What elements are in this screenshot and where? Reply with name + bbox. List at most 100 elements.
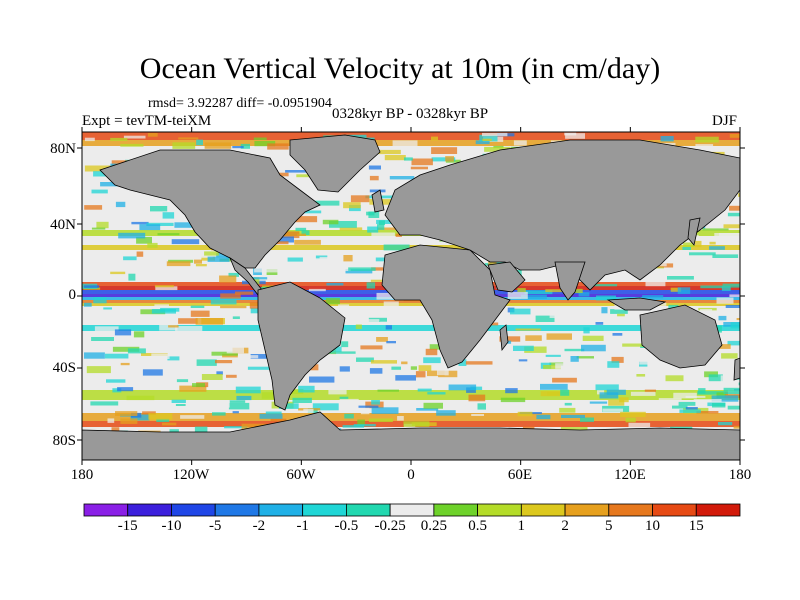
field-patch (123, 135, 146, 139)
field-patch (366, 282, 376, 289)
field-patch (598, 316, 605, 320)
field-patch (179, 385, 207, 392)
field-patch (695, 144, 714, 148)
field-patch (517, 288, 526, 293)
field-patch (339, 227, 363, 231)
field-patch (190, 305, 205, 308)
field-patch (133, 331, 145, 338)
field-patch (128, 273, 136, 281)
field-patch (167, 356, 180, 361)
field-patch (160, 307, 180, 312)
field-patch (105, 353, 129, 359)
field-patch (329, 221, 357, 228)
field-patch (375, 257, 386, 262)
field-patch (204, 251, 219, 256)
field-patch (91, 189, 108, 194)
experiment-label: Expt = tevTM-teiXM (82, 113, 212, 129)
field-patch (228, 272, 239, 277)
colorbar-label: 0.25 (420, 518, 448, 534)
colorbar-swatch (345, 503, 391, 517)
field-patch (693, 399, 722, 402)
field-patch (348, 267, 376, 271)
field-patch (221, 400, 230, 408)
field-patch (110, 137, 128, 141)
field-patch (175, 326, 203, 332)
field-patch (695, 136, 719, 143)
field-patch (316, 371, 335, 377)
field-patch (111, 427, 120, 432)
field-patch (259, 413, 283, 419)
field-patch (369, 175, 379, 181)
field-patch (226, 374, 237, 378)
colorbar-swatch (608, 503, 653, 517)
field-patch (625, 417, 636, 423)
field-patch (360, 407, 370, 415)
field-patch (110, 271, 126, 275)
field-patch (90, 401, 119, 406)
field-patch (235, 386, 261, 394)
field-patch (610, 309, 628, 314)
field-patch (395, 233, 402, 237)
field-patch (724, 392, 740, 399)
field-patch (729, 294, 740, 297)
field-patch (360, 345, 383, 350)
field-patch (99, 237, 112, 244)
field-patch (515, 328, 541, 331)
land-masses (82, 134, 740, 460)
south-america-land (257, 281, 346, 411)
eurasia-land (384, 139, 740, 291)
field-patch (194, 259, 202, 264)
field-patch (545, 289, 562, 293)
colorbar-label: -1 (296, 518, 309, 534)
field-patch (210, 299, 237, 305)
field-patch (267, 143, 289, 150)
field-patch (391, 366, 401, 370)
field-patch (213, 360, 238, 366)
field-patch (142, 369, 163, 376)
colorbar-swatch (171, 503, 216, 517)
field-patch (162, 212, 175, 219)
field-patch (583, 327, 590, 334)
field-patch (565, 133, 585, 139)
field-patch (720, 404, 740, 407)
field-patch (471, 414, 484, 416)
arabia-land (487, 261, 526, 293)
field-patch (736, 318, 740, 321)
field-patch (418, 365, 432, 371)
field-patch (564, 402, 572, 406)
field-patch (376, 292, 397, 300)
field-patch (411, 158, 433, 166)
field-patch (157, 233, 180, 236)
field-patch (600, 355, 609, 360)
field-patch (187, 373, 204, 378)
field-patch (247, 277, 268, 280)
field-patch (85, 308, 96, 314)
field-patch (593, 332, 607, 335)
field-patch (403, 421, 430, 427)
field-patch (126, 395, 155, 401)
field-patch (120, 362, 130, 366)
field-patch (147, 242, 158, 248)
field-patch (385, 325, 392, 330)
field-patch (344, 413, 354, 419)
field-patch (482, 132, 508, 137)
field-patch (295, 227, 307, 231)
lat-label-40s: 40S (52, 360, 76, 376)
field-patch (535, 315, 555, 322)
colorbar-swatch (652, 503, 697, 517)
field-patch (431, 147, 458, 154)
field-patch (194, 426, 208, 434)
field-patch (417, 388, 432, 392)
field-patch (623, 278, 641, 282)
field-patch (358, 405, 379, 408)
field-patch (120, 418, 138, 424)
field-patch (721, 286, 731, 291)
field-patch (207, 256, 230, 262)
field-patch (204, 142, 232, 149)
field-patch (369, 189, 386, 193)
field-patch (560, 427, 588, 431)
field-patch (136, 236, 152, 244)
field-patch (171, 239, 200, 245)
field-patch (383, 301, 399, 307)
